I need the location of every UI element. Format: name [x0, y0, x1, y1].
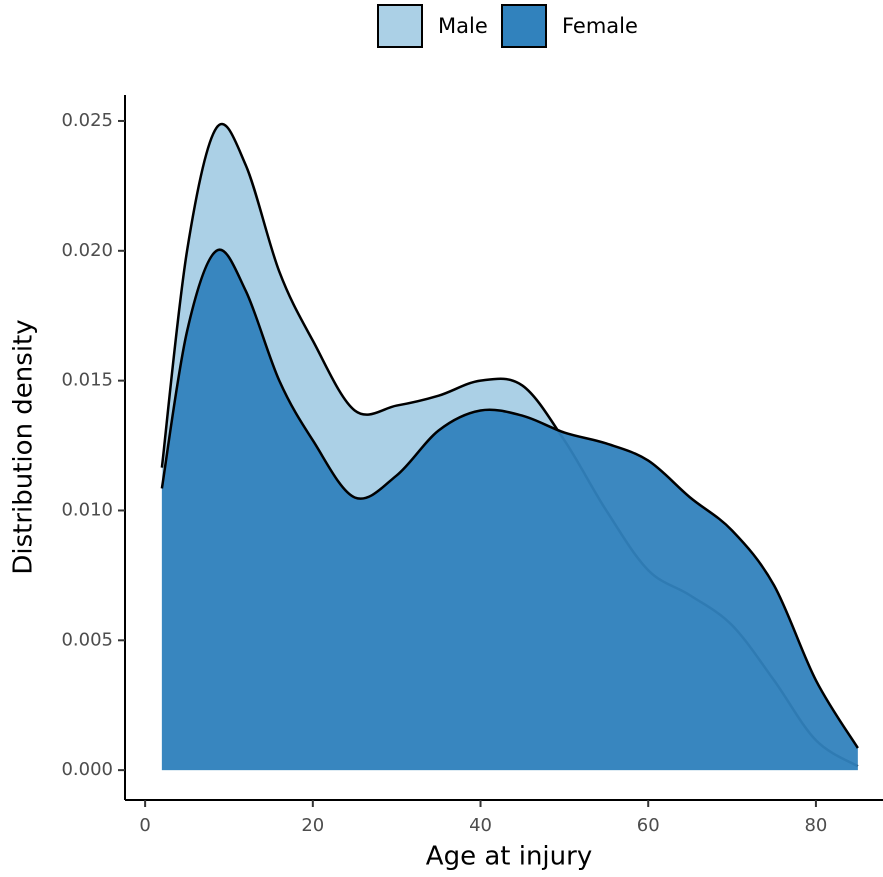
- x-axis-title: Age at injury: [426, 842, 592, 872]
- y-tick-label: 0.020: [61, 240, 113, 261]
- y-tick-label: 0.025: [61, 110, 113, 131]
- legend-swatch: [501, 4, 547, 48]
- y-tick-label: 0.000: [61, 759, 113, 780]
- legend: Male Female: [377, 4, 638, 48]
- y-tick-label: 0.005: [61, 629, 113, 650]
- y-tick-label: 0.010: [61, 499, 113, 520]
- density-outline: [160, 248, 859, 749]
- x-tick-label: 80: [804, 815, 827, 836]
- x-tick-label: 40: [469, 815, 492, 836]
- legend-label: Male: [438, 14, 488, 38]
- x-tick-label: 0: [139, 815, 150, 836]
- y-axis-title: Distribution density: [9, 319, 39, 574]
- x-tick-label: 20: [301, 815, 324, 836]
- x-tick-label: 60: [637, 815, 660, 836]
- y-tick-label: 0.015: [61, 370, 113, 391]
- legend-swatch: [377, 4, 423, 48]
- density-area: [161, 249, 858, 771]
- legend-label: Female: [562, 14, 638, 38]
